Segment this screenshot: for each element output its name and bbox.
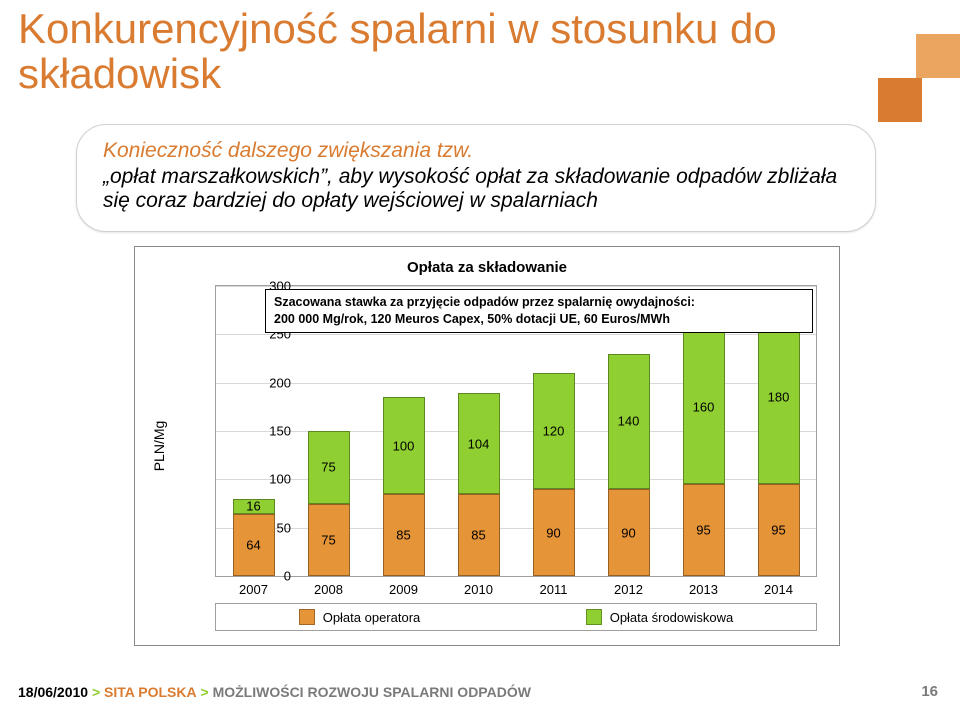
legend-swatch-srodowiskowa — [586, 609, 602, 625]
bar-value-label: 75 — [308, 532, 350, 547]
slide: Konkurencyjność spalarni w stosunku do s… — [0, 0, 960, 712]
gridline — [216, 286, 816, 287]
x-tick-label: 2012 — [599, 582, 659, 597]
accent-square-light — [916, 34, 960, 78]
caption-line-1: Szacowana stawka za przyjęcie odpadów pr… — [274, 295, 695, 309]
subtitle-line-1: Konieczność dalszego zwiększania tzw. — [103, 139, 849, 163]
gridline — [216, 528, 816, 529]
title-line-1: Konkurencyjność spalarni w stosunku do — [18, 5, 777, 52]
chart-legend: Opłata operatora Opłata środowiskowa — [215, 603, 817, 631]
title-line-2: składowisk — [18, 50, 221, 97]
legend-item-operatora: Opłata operatora — [299, 609, 421, 625]
bar-value-label: 90 — [608, 525, 650, 540]
y-tick-label: 200 — [231, 375, 291, 390]
x-tick-label: 2007 — [224, 582, 284, 597]
x-tick-label: 2013 — [674, 582, 734, 597]
subtitle-line-2: „opłat marszałkowskich”, aby wysokość op… — [103, 165, 849, 213]
x-tick-label: 2009 — [374, 582, 434, 597]
gridline — [216, 479, 816, 480]
bar-value-label: 95 — [683, 523, 725, 538]
y-tick-label: 100 — [231, 472, 291, 487]
bar-value-label: 85 — [383, 527, 425, 542]
y-tick-label: 150 — [231, 424, 291, 439]
bar-value-label: 75 — [308, 460, 350, 475]
y-axis-label: PLN/Mg — [151, 421, 167, 472]
caption-line-2: 200 000 Mg/rok, 120 Meuros Capex, 50% do… — [274, 312, 670, 326]
legend-label-operatora: Opłata operatora — [323, 610, 421, 625]
x-tick-label: 2014 — [749, 582, 809, 597]
gridline — [216, 383, 816, 384]
chart-frame: Opłata za składowanie PLN/Mg Szacowana s… — [134, 246, 840, 646]
bar-value-label: 140 — [608, 414, 650, 429]
footer-sep-1: > — [92, 684, 104, 700]
bar-value-label: 120 — [533, 424, 575, 439]
legend-label-srodowiskowa: Opłata środowiskowa — [610, 610, 734, 625]
chart-title: Opłata za składowanie — [135, 259, 839, 276]
x-tick-label: 2011 — [524, 582, 584, 597]
bar-value-label: 104 — [458, 436, 500, 451]
x-tick-label: 2008 — [299, 582, 359, 597]
legend-item-srodowiskowa: Opłata środowiskowa — [586, 609, 734, 625]
bar-value-label: 100 — [383, 438, 425, 453]
bar-value-label: 160 — [683, 399, 725, 414]
chart-caption-box: Szacowana stawka za przyjęcie odpadów pr… — [265, 289, 813, 333]
footer-date: 18/06/2010 — [18, 684, 88, 700]
x-tick-label: 2010 — [449, 582, 509, 597]
bar-value-label: 180 — [758, 390, 800, 405]
bar-value-label: 85 — [458, 527, 500, 542]
gridline — [216, 334, 816, 335]
bar-value-label: 95 — [758, 523, 800, 538]
footer: 18/06/2010 > SITA POLSKA > MOŻLIWOŚCI RO… — [18, 684, 531, 700]
footer-subtitle: MOŻLIWOŚCI ROZWOJU SPALARNI ODPADÓW — [213, 684, 531, 700]
accent-square-dark — [878, 78, 922, 122]
footer-sep-2: > — [201, 684, 213, 700]
legend-swatch-operatora — [299, 609, 315, 625]
page-number: 16 — [921, 683, 938, 700]
subtitle-box: Konieczność dalszego zwiększania tzw. „o… — [76, 124, 876, 232]
bar-value-label: 16 — [233, 499, 275, 514]
footer-company: SITA POLSKA — [104, 684, 197, 700]
bar-value-label: 64 — [233, 538, 275, 553]
bar-value-label: 90 — [533, 525, 575, 540]
page-title: Konkurencyjność spalarni w stosunku do s… — [18, 6, 777, 97]
gridline — [216, 431, 816, 432]
